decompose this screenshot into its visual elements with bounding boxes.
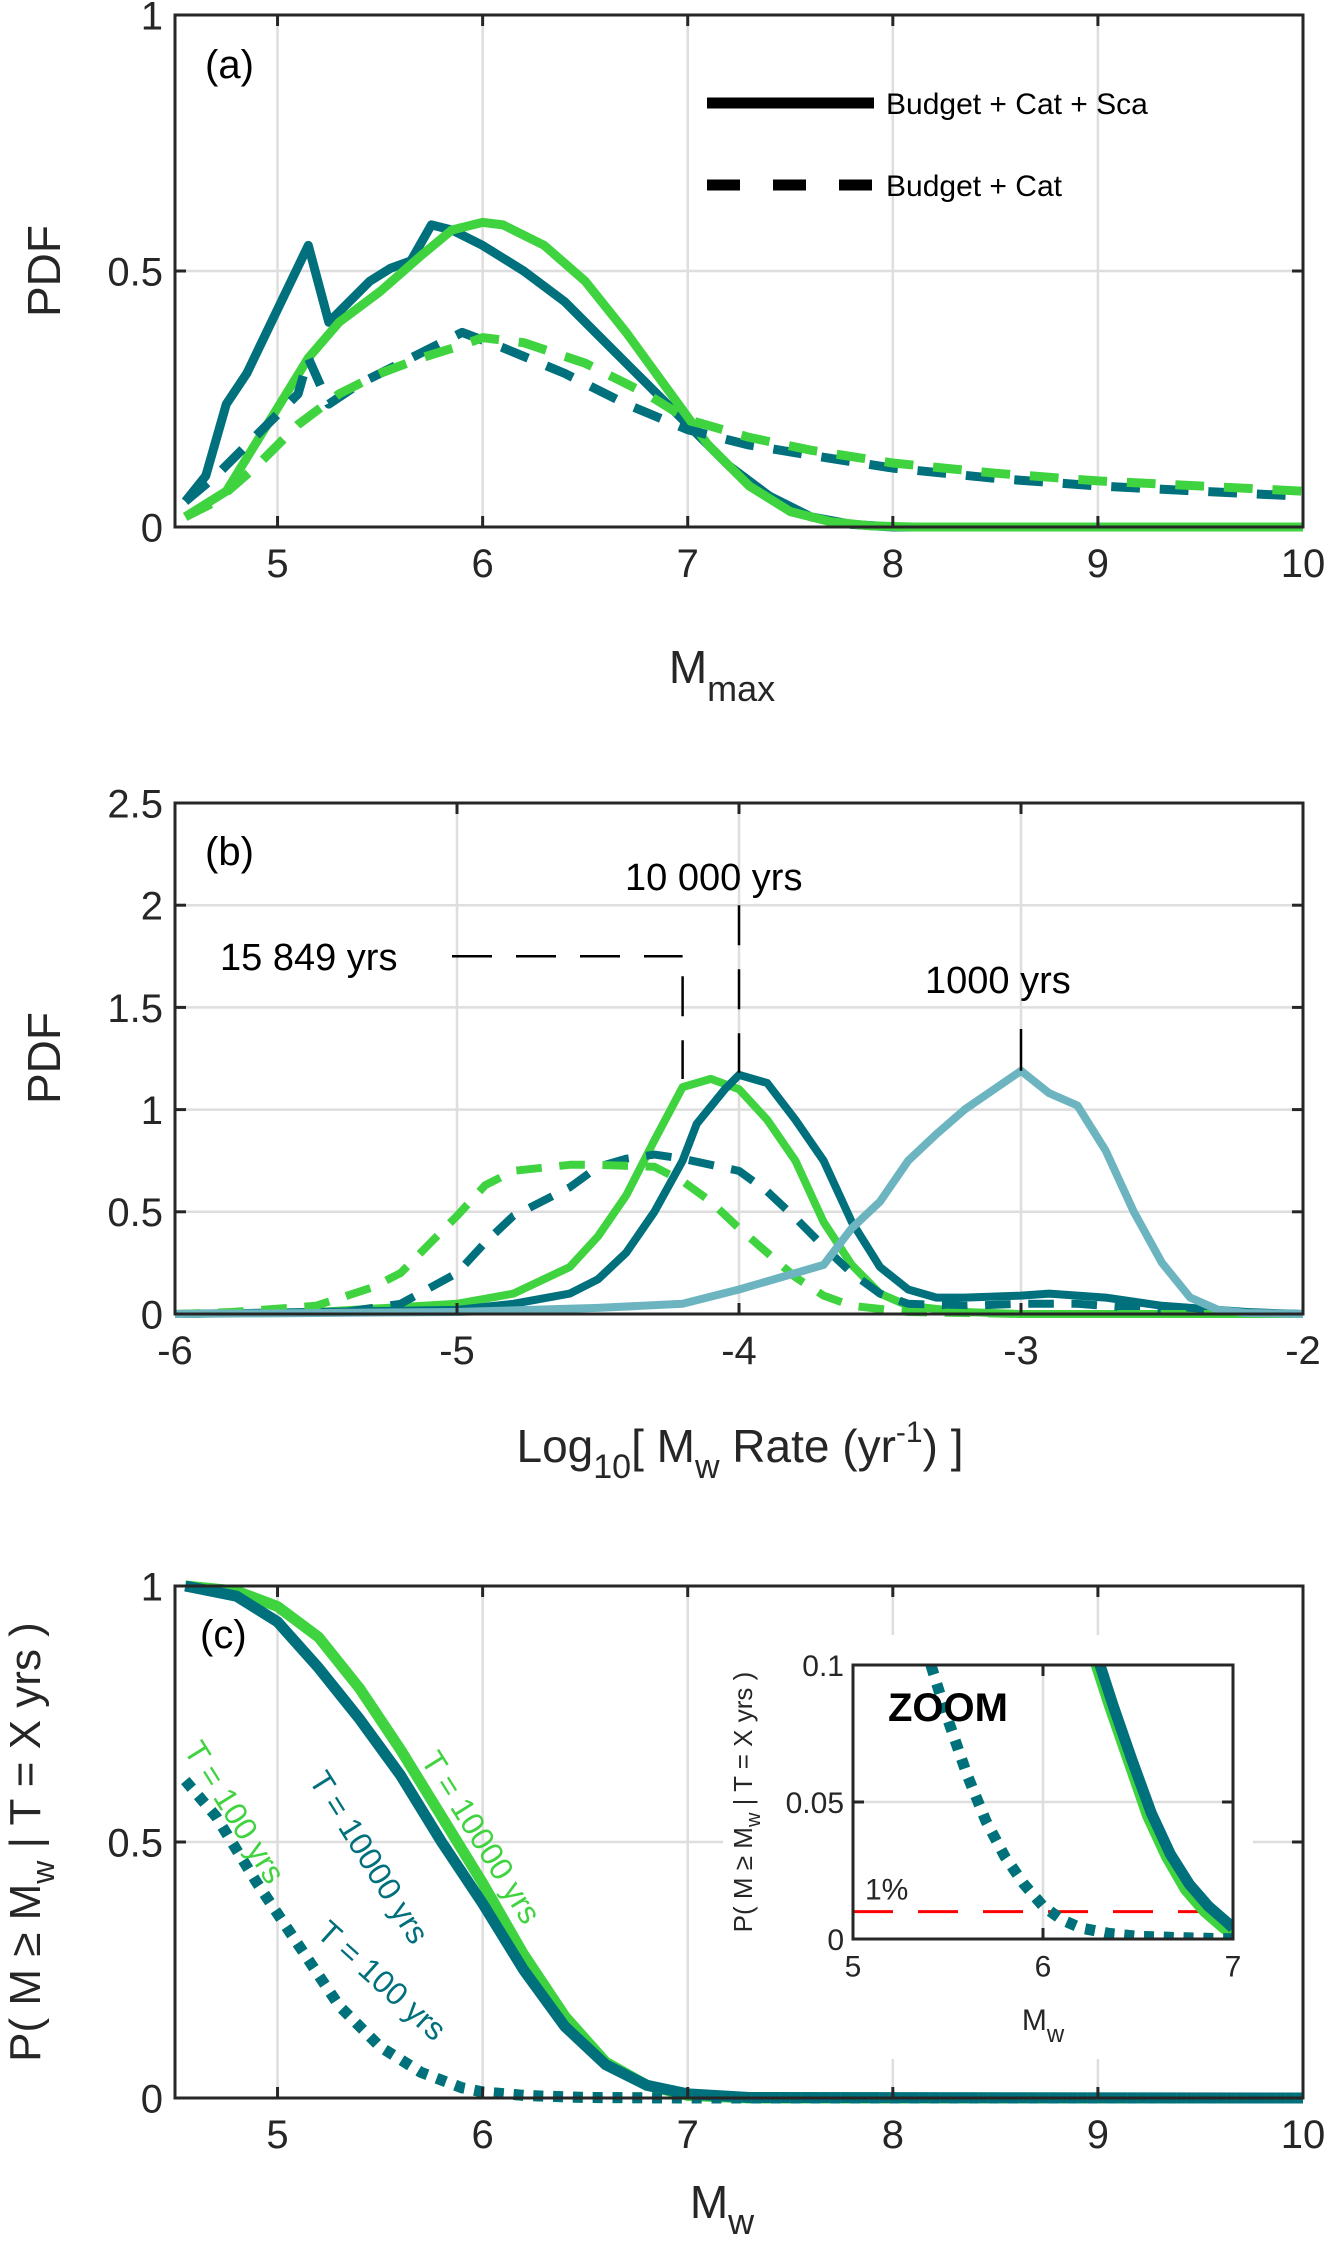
legend-entry-label: Budget + Cat [886, 170, 1063, 203]
y-axis-label-part: w [743, 1812, 765, 1828]
x-tick-label: 6 [472, 542, 494, 586]
inset-title: ZOOM [888, 1686, 1008, 1730]
x-axis-label: Log10[ Mw Rate (yr-1) ] [517, 1416, 964, 1486]
x-tick-label: 5 [845, 1951, 862, 1984]
y-axis-label-part: | T = X yrs ) [1, 1622, 50, 1860]
x-axis-label-part: 10 [593, 1448, 631, 1486]
x-axis-label-part: -1 [896, 1416, 923, 1449]
x-axis-label-main: M [690, 2176, 728, 2228]
annotation-label: 15 849 yrs [220, 937, 397, 979]
curve-label: T = 100 yrs [310, 1913, 453, 2047]
x-axis-label-sub: w [1046, 2021, 1065, 2048]
x-axis-label-part: Rate (yr [720, 1420, 896, 1472]
panel-b: -6 -5 -4 -3 -2 0 0.5 1 1.5 2 2.5 (b) 15 849 yrs 10 00… [18, 782, 1321, 1486]
y-tick-label: 1 [141, 0, 163, 38]
y-tick-label: 1 [141, 1565, 163, 1609]
x-tick-label: -2 [1285, 1329, 1321, 1373]
panel-a: 5 6 7 8 9 10 0 0.5 1 (a) Budget + Cat + Sca Budget … [18, 0, 1325, 709]
pdf-curve-3 [174, 1160, 1303, 1318]
inset-y-axis-label: P( M ≥ Mw | T = X yrs ) [728, 1672, 765, 1933]
x-axis-label: Mmax [669, 641, 775, 709]
curve-label: T = 100 yrs [177, 1735, 293, 1890]
x-tick-label: 7 [677, 542, 699, 586]
y-axis-label: PDF [18, 225, 70, 317]
x-tick-label: 5 [266, 2113, 288, 2157]
panel-label: (c) [200, 1613, 247, 1657]
y-tick-label: 0 [141, 2077, 163, 2121]
y-axis-label: PDF [18, 1012, 70, 1104]
annotation-label: 1000 yrs [925, 960, 1071, 1002]
pdf-curve-2 [174, 1150, 1304, 1318]
y-tick-label: 2 [141, 885, 163, 929]
inset-curve-1 [1094, 1665, 1233, 1932]
pdf-curve-2 [182, 327, 1304, 505]
y-tick-label: 2.5 [107, 782, 163, 826]
y-tick-label: 0.1 [802, 1650, 844, 1683]
inset-curve-3 [925, 1665, 1233, 1939]
x-tick-label: 7 [677, 2113, 699, 2157]
x-tick-label: -6 [157, 1329, 193, 1373]
x-axis-label-part: ) ] [923, 1420, 964, 1472]
x-tick-label: 10 [1281, 542, 1326, 586]
y-tick-label: 0 [827, 1924, 844, 1957]
y-tick-label: 0.5 [107, 250, 163, 294]
y-axis-label-part: | T = X yrs ) [728, 1672, 758, 1813]
x-axis-label-sub: w [727, 2201, 755, 2242]
x-axis-label-part: w [694, 1448, 720, 1486]
pdf-curve-0 [174, 1074, 1303, 1318]
x-tick-label: -3 [1003, 1329, 1039, 1373]
x-axis-label-part: Log [517, 1420, 594, 1472]
x-tick-label: 6 [1035, 1951, 1052, 1984]
y-tick-label: 0 [141, 1293, 163, 1337]
exceedance-curve-3 [181, 1777, 1303, 2104]
x-axis-label: Mw [690, 2176, 755, 2242]
pdf-curve-1 [174, 1070, 1304, 1318]
x-tick-label: 9 [1087, 2113, 1109, 2157]
x-tick-label: 10 [1281, 2113, 1326, 2157]
x-tick-label: -5 [439, 1329, 475, 1373]
y-axis-label-part: P( M ≥ M [728, 1827, 758, 1932]
x-tick-label: -4 [721, 1329, 757, 1373]
x-tick-label: 8 [882, 542, 904, 586]
x-axis-label-main: M [1022, 2004, 1047, 2037]
y-tick-label: 0.5 [107, 1821, 163, 1865]
y-tick-label: 0.05 [786, 1787, 844, 1820]
y-tick-label: 0.5 [107, 1191, 163, 1235]
pdf-curve-4 [174, 1066, 1304, 1318]
inset-x-axis-label: Mw [1022, 2004, 1065, 2048]
x-tick-label: 5 [266, 542, 288, 586]
x-tick-label: 7 [1225, 1951, 1242, 1984]
y-axis-label-part: P( M ≥ M [1, 1884, 50, 2062]
legend-entry-label: Budget + Cat + Sca [886, 88, 1148, 121]
x-tick-label: 9 [1087, 542, 1109, 586]
x-axis-label-part: [ M [631, 1420, 695, 1472]
pdf-curve-3 [183, 333, 1304, 521]
x-tick-label: 8 [882, 2113, 904, 2157]
y-tick-label: 1 [141, 1089, 163, 1133]
x-tick-label: 6 [472, 2113, 494, 2157]
annotation-label: 10 000 yrs [625, 857, 802, 899]
y-axis-label-part: w [25, 1860, 61, 1885]
panel-label: (a) [205, 43, 254, 87]
y-axis-label: P( M ≥ Mw | T = X yrs ) [1, 1622, 61, 2062]
panel-label: (b) [205, 830, 254, 874]
y-tick-label: 1.5 [107, 987, 163, 1031]
y-tick-label: 0 [141, 506, 163, 550]
threshold-label: 1% [865, 1874, 908, 1907]
x-axis-label-main: M [669, 641, 707, 693]
x-axis-label-sub: max [707, 668, 775, 709]
exceedance-curve-1 [184, 1580, 1304, 2104]
pdf-curve-1 [182, 217, 1303, 532]
